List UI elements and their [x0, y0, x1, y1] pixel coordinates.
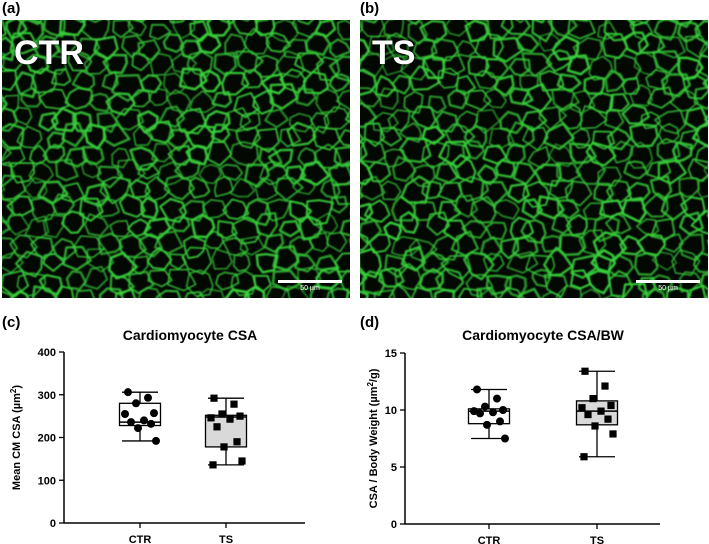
- chart-c-point-1-5: [226, 415, 234, 423]
- chart-d-point-0-9: [501, 434, 509, 443]
- chart-c-title: Cardiomyocyte CSA: [123, 327, 258, 343]
- chart-c-point-0-2: [132, 399, 140, 408]
- chart-d-point-0-8: [483, 420, 491, 429]
- chart-c-point-1-9: [238, 457, 246, 465]
- chart-d-point-0-1: [493, 394, 501, 403]
- chart-c-point-0-8: [134, 424, 142, 433]
- scale-bar-a: 50 µm: [278, 280, 342, 292]
- micrograph-ctr-label: CTR: [14, 34, 84, 72]
- chart-d-point-1-1: [601, 382, 609, 390]
- scale-bar-b-line: [636, 280, 700, 283]
- chart-d-point-1-2: [589, 395, 597, 403]
- chart-c-point-1-6: [213, 423, 221, 431]
- panel-d-letter: (d): [360, 314, 380, 331]
- chart-d-point-1-6: [584, 410, 592, 419]
- panel-c-letter: (c): [2, 314, 21, 331]
- chart-c-point-1-1: [230, 400, 238, 408]
- chart-c-point-0-4: [121, 409, 129, 418]
- chart-c-point-0-1: [144, 393, 152, 402]
- chart-c-point-1-10: [209, 461, 217, 469]
- chart-c-point-0-3: [150, 409, 158, 418]
- chart-d-point-1-5: [597, 407, 605, 415]
- chart-c-ytick-label-2: 200: [38, 433, 56, 445]
- chart-cardiomyocyte-csa-bw: Cardiomyocyte CSA/BW CSA / Body Weight (µ…: [366, 327, 660, 544]
- chart-c-point-0-5: [140, 416, 148, 425]
- chart-c-point-1-0: [210, 394, 218, 402]
- chart-d-ytick-label-1: 5: [391, 462, 397, 474]
- micrograph-ctr-image: [2, 20, 350, 298]
- chart-d-point-0-3: [499, 406, 507, 414]
- chart-d-ytick-label-0: 0: [391, 519, 397, 531]
- scale-bar-a-line: [278, 280, 342, 283]
- chart-d-xtick-label-1: TS: [590, 535, 604, 544]
- chart-d-point-0-7: [496, 417, 504, 426]
- chart-d-xtick-label-0: CTR: [478, 535, 501, 544]
- chart-c-point-1-3: [236, 412, 244, 420]
- chart-d-point-0-2: [481, 402, 489, 411]
- chart-c-ytick-label-4: 400: [38, 347, 56, 359]
- scale-bar-a-label: 50 µm: [300, 285, 320, 292]
- chart-c-point-0-7: [147, 419, 155, 428]
- chart-c-xtick-label-0: CTR: [129, 534, 152, 544]
- chart-c-point-1-7: [233, 438, 241, 446]
- chart-c-xtick-label-1: TS: [219, 534, 233, 544]
- chart-d-point-1-4: [578, 404, 586, 412]
- chart-d-point-1-9: [609, 430, 617, 438]
- chart-d-point-0-0: [473, 385, 481, 394]
- chart-d-point-0-6: [476, 409, 484, 418]
- scale-bar-b: 50 µm: [636, 280, 700, 292]
- scale-bar-b-label: 50 µm: [658, 285, 678, 292]
- chart-cardiomyocyte-csa: Cardiomyocyte CSA Mean CM CSA (µm2) 0 100 20…: [9, 327, 305, 544]
- chart-d-ytick-label-2: 10: [385, 405, 397, 417]
- chart-c-point-0-0: [124, 388, 132, 397]
- chart-c-ytick-label-0: 0: [50, 518, 56, 530]
- micrograph-ctr: CTR 50 µm: [2, 20, 350, 298]
- chart-c-ylabel: Mean CM CSA (µm2): [9, 385, 24, 490]
- chart-d-point-0-5: [489, 408, 497, 417]
- chart-d-point-1-8: [591, 422, 599, 430]
- chart-c-point-1-8: [220, 443, 228, 451]
- chart-d-point-1-10: [580, 453, 588, 461]
- chart-c-ytick-label-3: 300: [38, 390, 56, 402]
- chart-d-point-1-7: [604, 415, 612, 423]
- micrograph-ts: TS 50 µm: [360, 20, 708, 298]
- chart-d-title: Cardiomyocyte CSA/BW: [462, 327, 625, 343]
- chart-c-ytick-label-1: 100: [38, 475, 56, 487]
- chart-d-ylabel: CSA / Body Weight (µm2/g): [366, 368, 381, 508]
- chart-c-point-1-4: [207, 414, 215, 422]
- micrograph-ts-label: TS: [372, 34, 416, 72]
- chart-d-point-0-4: [470, 407, 478, 416]
- chart-d-point-1-3: [607, 401, 615, 410]
- chart-c-point-0-6: [127, 418, 135, 427]
- panel-a-letter: (a): [2, 0, 21, 17]
- chart-d-ytick-label-3: 15: [385, 348, 397, 360]
- chart-d-point-1-0: [581, 367, 589, 375]
- chart-c-point-1-2: [218, 410, 226, 418]
- panel-b-letter: (b): [360, 0, 380, 17]
- micrograph-ts-image: [360, 20, 708, 298]
- chart-c-point-0-9: [152, 436, 160, 445]
